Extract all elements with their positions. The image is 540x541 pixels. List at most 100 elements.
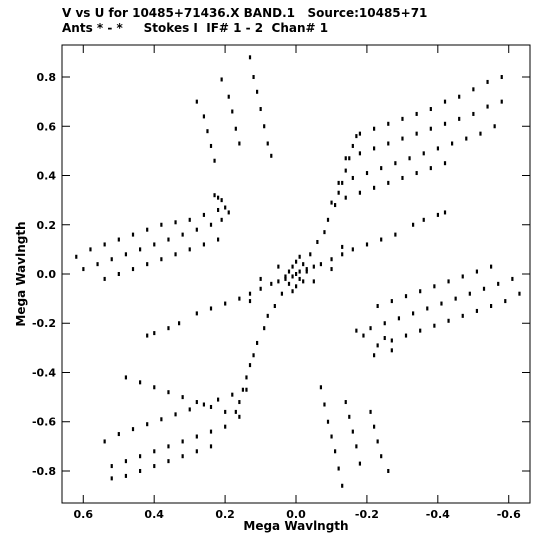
data-point — [153, 242, 156, 247]
data-point — [202, 402, 206, 407]
data-point — [394, 161, 397, 166]
data-point — [181, 395, 184, 400]
data-point — [213, 193, 216, 198]
data-point — [472, 87, 475, 92]
data-point — [493, 124, 496, 129]
x-tick-label: -0.2 — [355, 508, 379, 521]
data-point — [355, 134, 358, 139]
data-point — [475, 308, 479, 313]
data-point — [131, 427, 135, 432]
data-point — [348, 156, 351, 161]
data-point — [259, 107, 262, 112]
data-point — [323, 230, 326, 235]
data-point — [351, 247, 354, 252]
data-point — [139, 468, 142, 473]
data-point — [404, 294, 408, 299]
x-tick-label: 0.4 — [144, 508, 164, 521]
data-point — [419, 328, 422, 333]
data-point — [270, 153, 273, 158]
data-point — [373, 424, 376, 429]
data-point — [103, 439, 106, 444]
data-point — [167, 444, 170, 449]
x-axis-label: Mega Wavlngth — [243, 519, 348, 533]
data-point — [117, 272, 120, 276]
data-point — [465, 136, 468, 141]
data-point — [376, 343, 379, 348]
data-point — [103, 242, 106, 247]
data-point — [475, 269, 479, 274]
data-point — [468, 291, 471, 296]
data-point — [248, 55, 252, 60]
data-point — [330, 434, 333, 439]
data-point — [337, 190, 340, 195]
y-tick-label: 0.6 — [37, 120, 57, 133]
x-tick-label: 0.0 — [286, 508, 306, 521]
data-point — [326, 419, 330, 424]
data-point — [174, 220, 177, 225]
data-point — [139, 247, 142, 252]
data-point — [415, 111, 418, 116]
data-point — [181, 439, 184, 444]
data-point — [231, 392, 234, 397]
data-point — [291, 289, 294, 294]
data-point — [131, 267, 135, 272]
data-point — [220, 217, 223, 222]
data-point — [202, 114, 206, 119]
data-point — [298, 254, 301, 259]
data-point — [245, 387, 248, 392]
data-point — [365, 242, 369, 247]
data-point — [380, 237, 383, 242]
data-point — [238, 400, 241, 405]
data-point — [234, 409, 237, 414]
data-point — [443, 161, 447, 166]
data-point — [209, 444, 213, 449]
y-tick-label: 0.4 — [37, 170, 57, 183]
data-point — [248, 299, 252, 304]
data-point — [383, 336, 386, 341]
data-point — [358, 461, 362, 466]
data-point — [500, 99, 503, 104]
data-point — [390, 338, 393, 343]
data-point — [209, 222, 213, 227]
data-point — [160, 257, 163, 262]
y-tick-label: -0.2 — [32, 317, 56, 330]
data-point — [351, 429, 354, 434]
data-point — [178, 321, 181, 326]
data-point — [227, 210, 230, 215]
data-point — [195, 227, 198, 232]
data-point — [486, 79, 489, 84]
data-point — [209, 429, 213, 434]
data-point — [461, 274, 464, 279]
data-point — [305, 269, 308, 274]
data-point — [259, 276, 262, 281]
data-point — [124, 375, 128, 380]
data-point — [422, 151, 425, 156]
data-point — [167, 459, 170, 464]
data-point — [284, 276, 287, 281]
data-point — [139, 454, 142, 459]
data-point — [376, 439, 379, 444]
data-point — [440, 301, 443, 306]
data-point — [429, 126, 432, 131]
data-points — [75, 55, 521, 488]
data-point — [429, 107, 432, 112]
data-point — [181, 232, 184, 237]
data-point — [380, 454, 383, 459]
data-point — [188, 217, 191, 222]
data-point — [358, 131, 362, 136]
data-point — [160, 417, 163, 422]
data-point — [153, 331, 156, 336]
data-point — [220, 198, 223, 203]
data-point — [323, 402, 326, 407]
data-point — [174, 252, 177, 257]
data-point — [117, 432, 120, 437]
data-point — [231, 109, 234, 114]
y-tick-label: 0.0 — [37, 268, 57, 281]
data-point — [195, 434, 198, 439]
data-point — [433, 323, 436, 328]
data-point — [447, 279, 450, 284]
data-point — [295, 284, 298, 289]
data-point — [401, 116, 404, 121]
data-point — [387, 468, 390, 473]
